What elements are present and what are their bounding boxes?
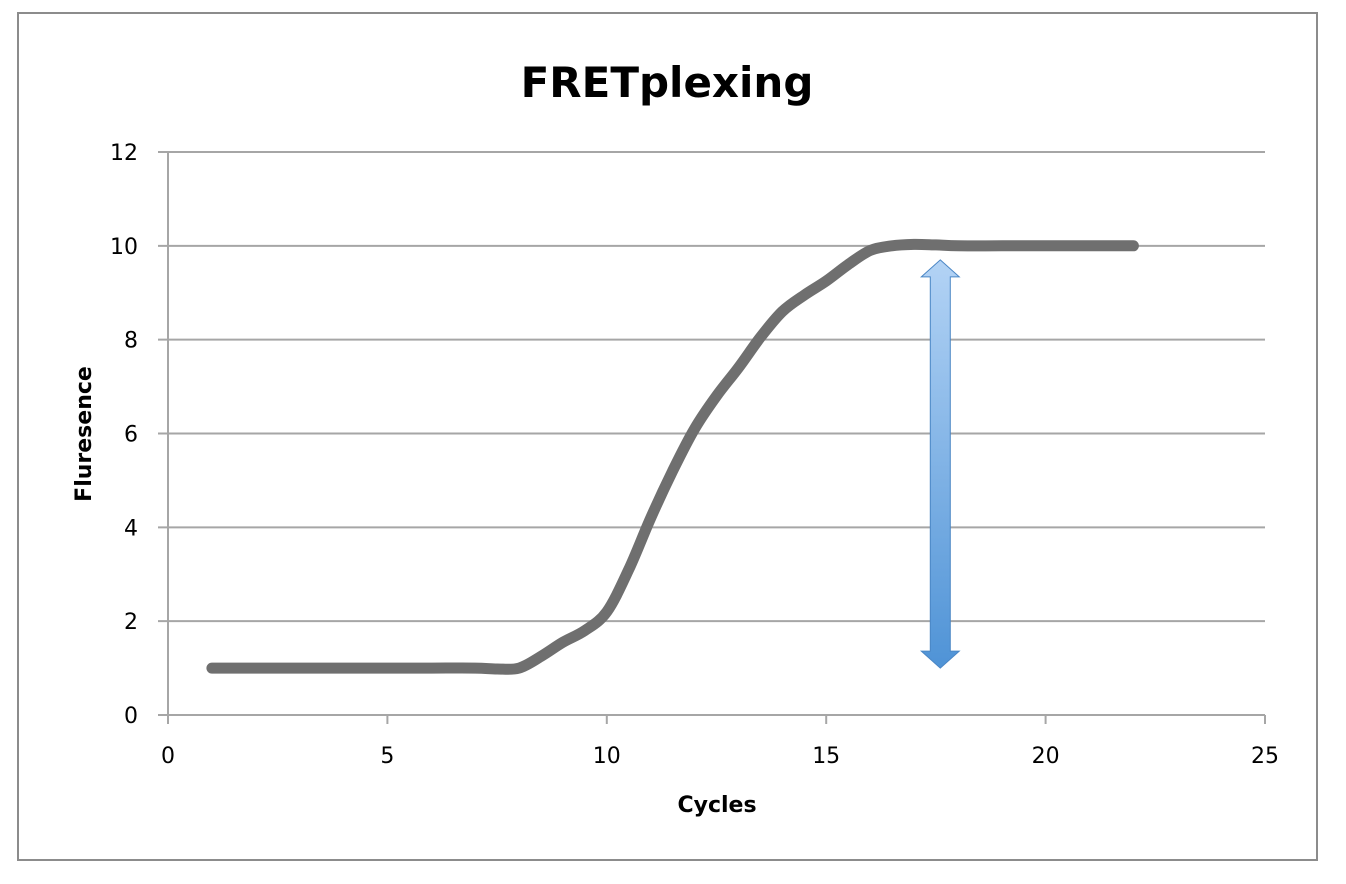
y-tick-label: 10 bbox=[110, 235, 138, 260]
series-group bbox=[206, 238, 1139, 675]
y-tick-label: 4 bbox=[124, 516, 138, 541]
y-tick-label: 8 bbox=[124, 329, 138, 354]
x-tick-label: 0 bbox=[161, 744, 175, 769]
y-axis-label: Fluresence bbox=[72, 366, 97, 502]
y-tick-label: 6 bbox=[124, 423, 138, 448]
x-tick-label: 10 bbox=[593, 744, 621, 769]
axes bbox=[158, 152, 1266, 724]
chart-title: FRETplexing bbox=[521, 58, 814, 107]
series-line-0 bbox=[206, 238, 1139, 675]
y-tick-label: 12 bbox=[110, 141, 138, 166]
y-tick-labels: 0 2 4 6 8 10 12 bbox=[110, 141, 138, 729]
annotations bbox=[919, 259, 961, 669]
y-tick-label: 0 bbox=[124, 704, 138, 729]
x-tick-labels: 0 5 10 15 20 25 bbox=[161, 744, 1279, 769]
y-tick-label: 2 bbox=[124, 610, 138, 635]
gridlines bbox=[158, 151, 1265, 623]
x-tick-label: 25 bbox=[1251, 744, 1279, 769]
double-arrow-annotation-0 bbox=[919, 259, 961, 669]
x-tick-label: 15 bbox=[812, 744, 840, 769]
chart-frame bbox=[17, 12, 1318, 861]
x-tick-label: 20 bbox=[1032, 744, 1060, 769]
x-axis-label: Cycles bbox=[677, 793, 756, 818]
x-tick-label: 5 bbox=[380, 744, 394, 769]
